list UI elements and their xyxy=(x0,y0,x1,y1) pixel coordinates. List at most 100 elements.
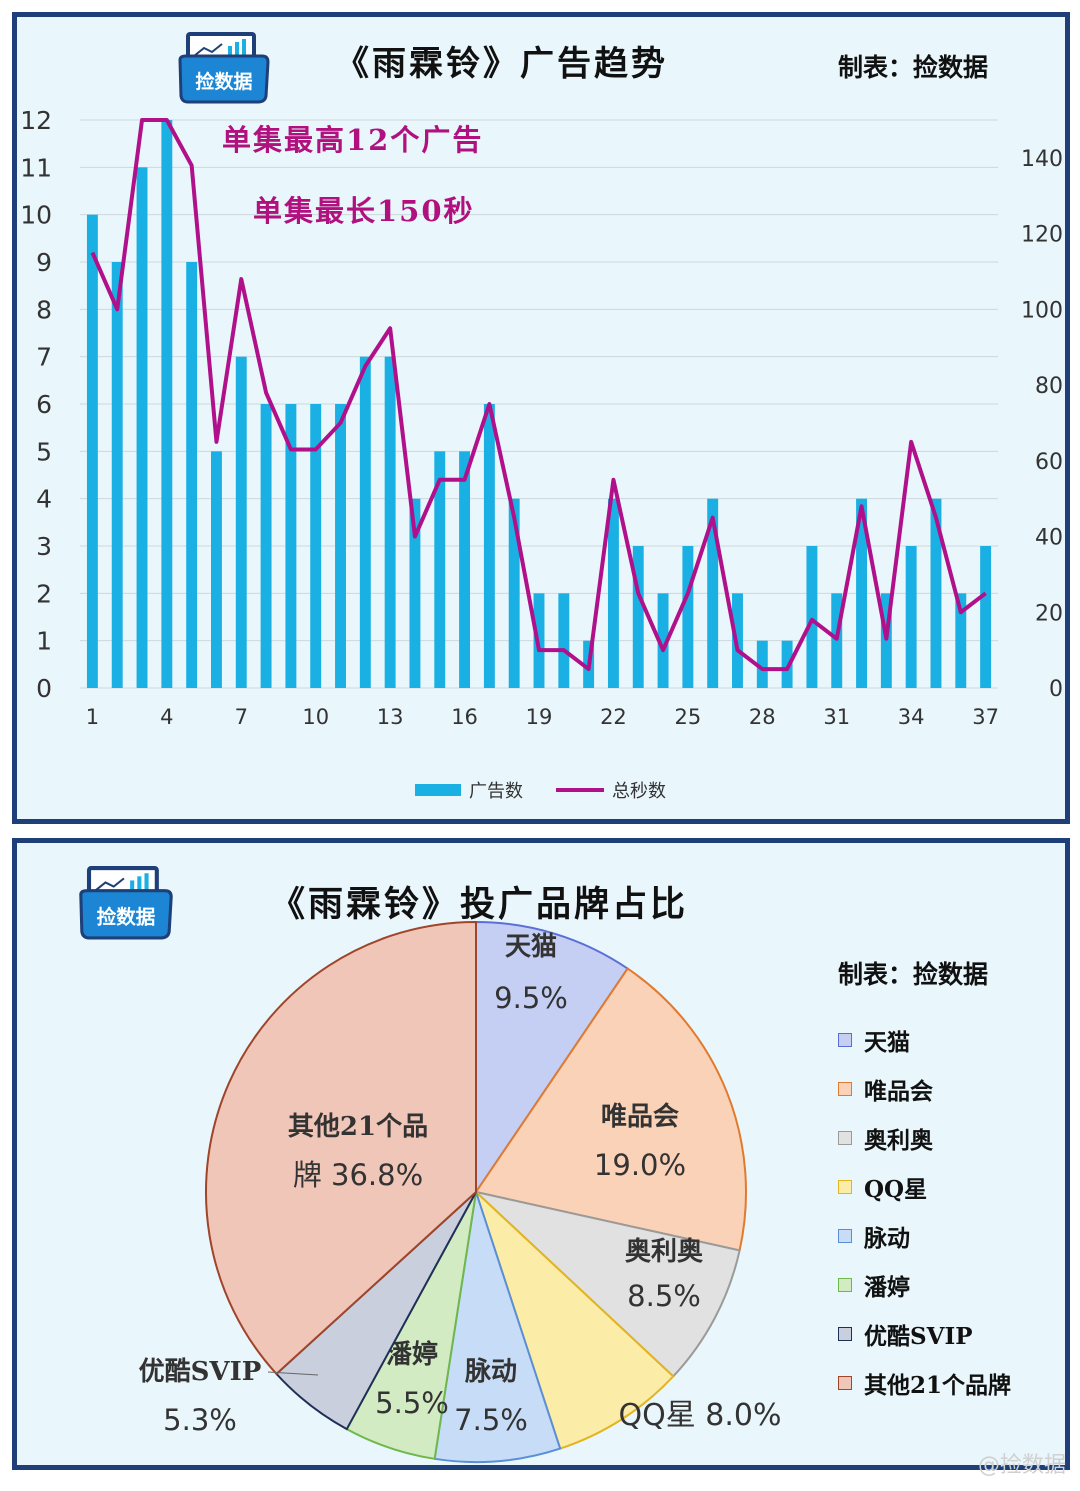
y-right-tick-label: 140 xyxy=(1021,147,1063,172)
pie-label-name: 奥利奥 xyxy=(625,1236,704,1267)
pie-slice xyxy=(205,920,477,1376)
bar xyxy=(235,356,247,688)
bar xyxy=(657,593,669,688)
legend-item: 优酷SVIP xyxy=(838,1309,1011,1358)
bar xyxy=(558,593,570,688)
bar xyxy=(508,498,520,688)
x-tick-label: 22 xyxy=(600,705,627,729)
y-left-tick-label: 9 xyxy=(36,248,52,277)
pie-label-value: 牌 36.8% xyxy=(293,1158,423,1192)
pie-label-name: 脉动 xyxy=(465,1357,517,1387)
watermark: @捡数据 xyxy=(977,1453,1066,1478)
legend-item: QQ星 xyxy=(838,1162,1011,1211)
bar xyxy=(781,640,793,688)
x-tick-label: 7 xyxy=(235,705,248,729)
pie-label-value: 8.5% xyxy=(627,1279,701,1313)
y-left-tick-label: 0 xyxy=(36,674,52,703)
pie-label-value: 19.0% xyxy=(594,1148,686,1182)
legend-swatch xyxy=(838,1375,852,1390)
legend-item: 天猫 xyxy=(838,1015,1011,1064)
legend-label: 奥利奥 xyxy=(864,1126,933,1154)
y-left-tick-label: 7 xyxy=(36,343,52,372)
legend-label: 天猫 xyxy=(864,1028,910,1056)
legend-bar-label: 广告数 xyxy=(469,781,523,802)
y-left-tick-label: 4 xyxy=(36,485,52,514)
legend-label: 脉动 xyxy=(864,1224,910,1252)
bar xyxy=(483,404,495,688)
bar xyxy=(186,262,198,688)
bar xyxy=(310,404,322,688)
y-left-tick-label: 12 xyxy=(20,106,52,135)
x-tick-label: 1 xyxy=(86,705,99,729)
bar xyxy=(905,546,917,688)
bar xyxy=(930,498,942,688)
chart-credit: 制表：捡数据 xyxy=(838,53,989,82)
leader-line xyxy=(267,1371,319,1376)
y-right-tick-label: 100 xyxy=(1021,298,1063,323)
legend-item: 脉动 xyxy=(838,1211,1011,1260)
bar xyxy=(86,214,98,688)
y-left-tick-label: 3 xyxy=(36,532,52,561)
pie-label-name: 潘婷 xyxy=(386,1339,438,1370)
y-right-tick-label: 60 xyxy=(1035,450,1063,475)
bar xyxy=(211,451,222,688)
bar xyxy=(980,546,992,688)
logo-text-2: 捡数据 xyxy=(97,906,156,929)
legend-swatch xyxy=(838,1130,852,1145)
legend-label: 其他21个品牌 xyxy=(864,1371,1012,1399)
bar xyxy=(459,451,471,688)
pie-slice xyxy=(472,1190,741,1378)
logo-text: 捡数据 xyxy=(195,70,252,93)
x-tick-label: 4 xyxy=(160,705,173,729)
x-tick-label: 28 xyxy=(749,705,776,729)
legend-swatch xyxy=(838,1179,852,1194)
bar xyxy=(409,498,421,688)
y-right-tick-label: 0 xyxy=(1049,677,1063,702)
legend-label: 唯品会 xyxy=(864,1077,933,1105)
x-tick-label: 13 xyxy=(377,705,404,729)
pie-label-name: 其他21个品 xyxy=(288,1112,428,1142)
x-tick-label: 31 xyxy=(823,705,850,729)
legend-line-swatch xyxy=(556,788,604,792)
pie-slice xyxy=(475,920,630,1196)
bar xyxy=(607,498,619,688)
legend-label: QQ星 xyxy=(864,1175,928,1203)
legend-item: 其他21个品牌 xyxy=(838,1358,1011,1407)
pie-label-value: 9.5% xyxy=(494,981,568,1015)
bar xyxy=(632,546,644,688)
y-right-tick-label: 120 xyxy=(1021,223,1063,248)
pie-slice xyxy=(474,967,747,1252)
pie-slice xyxy=(475,1191,675,1450)
pie-label: QQ星 8.0% xyxy=(619,1398,782,1433)
pie-label-name: 唯品会 xyxy=(601,1102,679,1132)
legend-bars: 广告数 xyxy=(415,777,523,803)
pie-label-value: 5.3% xyxy=(163,1403,237,1437)
pie-title: 《雨霖铃》投广品牌占比 xyxy=(270,884,689,925)
y-right-tick-label: 40 xyxy=(1035,526,1063,551)
bar xyxy=(161,120,173,688)
x-tick-label: 16 xyxy=(451,705,478,729)
bar xyxy=(384,356,396,688)
bar xyxy=(856,498,867,688)
bar xyxy=(434,451,446,688)
annotation-max-ads: 单集最高12个广告 xyxy=(222,123,484,157)
x-tick-label: 34 xyxy=(898,705,925,729)
legend-item: 奥利奥 xyxy=(838,1113,1011,1162)
y-left-tick-label: 1 xyxy=(36,627,52,656)
legend-swatch xyxy=(838,1032,852,1047)
legend-bar-swatch xyxy=(415,784,461,796)
legend-swatch xyxy=(838,1277,852,1292)
x-tick-label: 10 xyxy=(302,705,329,729)
logo-icon: 捡数据 xyxy=(178,32,270,104)
line-series xyxy=(90,118,987,672)
legend-item: 潘婷 xyxy=(838,1260,1011,1309)
bar xyxy=(955,593,967,688)
y-left-tick-label: 10 xyxy=(20,201,52,230)
x-tick-label: 37 xyxy=(972,705,999,729)
legend-label: 优酷SVIP xyxy=(864,1322,973,1350)
annotation-max-seconds: 单集最长150秒 xyxy=(253,194,475,228)
legend-swatch xyxy=(838,1081,852,1096)
y-right-tick-label: 20 xyxy=(1035,601,1063,626)
pie-label-value: 7.5% xyxy=(454,1403,528,1437)
x-tick-label: 25 xyxy=(674,705,701,729)
